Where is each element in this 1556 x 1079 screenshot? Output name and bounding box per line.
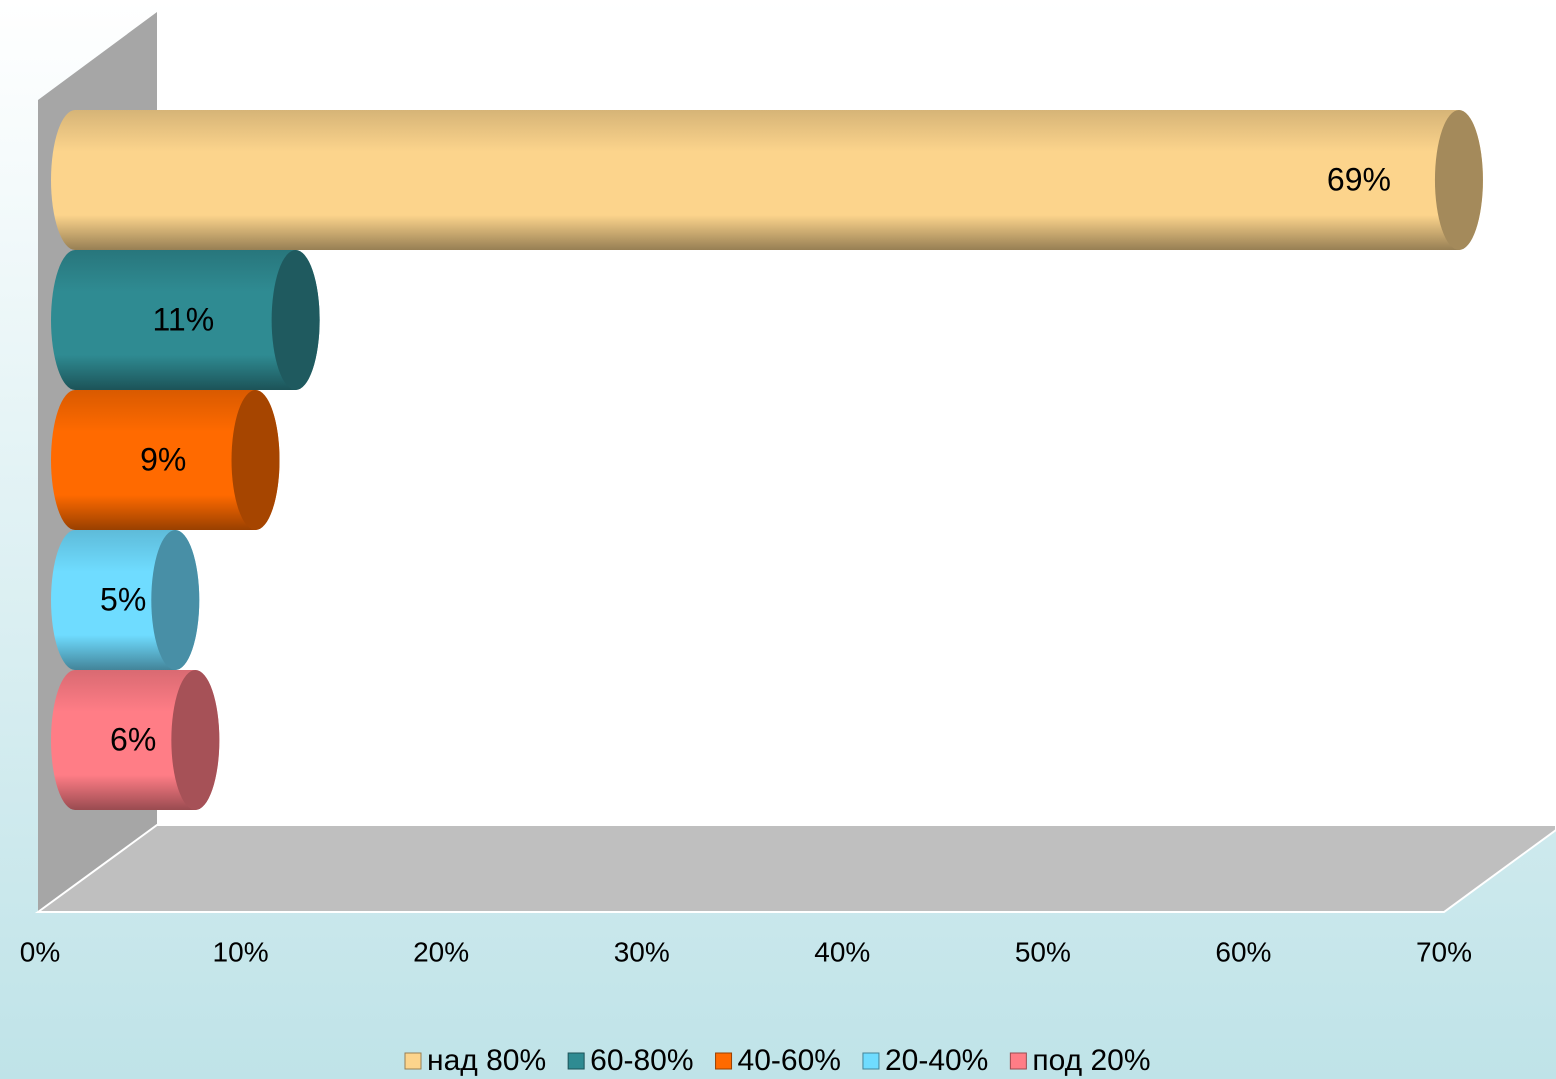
bar [51,390,280,530]
x-tick-label: 0% [20,936,60,967]
legend-label: над 80% [427,1044,546,1077]
bar [51,110,1483,250]
data-label: 5% [100,581,146,617]
x-tick-label: 60% [1215,936,1271,967]
x-tick-label: 20% [413,936,469,967]
data-label: 9% [140,441,186,477]
x-tick-label: 40% [814,936,870,967]
legend-label: 20-40% [885,1044,988,1077]
legend-label: 40-60% [738,1044,841,1077]
data-label: 69% [1327,161,1391,197]
legend-label: под 20% [1032,1044,1150,1077]
legend-swatch [715,1052,733,1070]
data-label: 6% [110,721,156,757]
x-tick-label: 70% [1416,936,1472,967]
bar-cap [151,530,200,670]
legend-swatch [862,1052,880,1070]
legend-swatch [1009,1052,1027,1070]
legend-label: 60-80% [590,1044,693,1077]
x-tick-label: 30% [614,936,670,967]
floor [34,824,1556,913]
bar-cap [271,250,320,390]
bar [51,250,320,390]
data-label: 11% [152,301,214,337]
bar-cap [1434,110,1483,250]
legend-swatch [567,1052,585,1070]
bar-cap [171,670,220,810]
bar-cap [231,390,280,530]
x-tick-label: 10% [213,936,269,967]
legend-swatch [404,1052,422,1070]
x-tick-label: 50% [1015,936,1071,967]
